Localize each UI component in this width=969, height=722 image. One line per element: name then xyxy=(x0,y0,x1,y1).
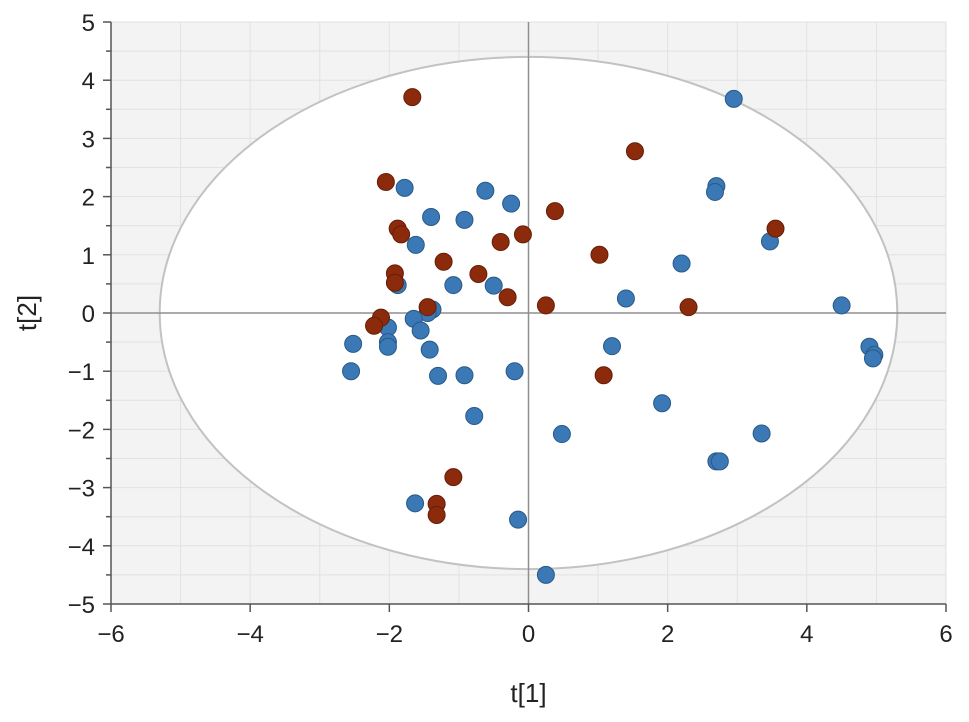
data-point xyxy=(422,207,441,226)
x-tick-label: −6 xyxy=(97,621,124,648)
data-point xyxy=(429,366,448,385)
x-tick-label: −2 xyxy=(376,621,403,648)
data-point xyxy=(625,142,644,161)
y-tick-label: −2 xyxy=(68,417,95,444)
data-point xyxy=(498,288,517,307)
data-point xyxy=(444,276,463,295)
y-tick-label: −4 xyxy=(68,534,95,561)
data-point xyxy=(344,334,363,353)
data-point xyxy=(766,219,785,238)
data-point xyxy=(603,337,621,356)
data-point xyxy=(491,232,510,251)
data-point xyxy=(653,394,672,413)
series-2 xyxy=(365,88,785,524)
x-tick-label: 2 xyxy=(661,621,674,648)
data-point xyxy=(378,337,397,356)
data-point xyxy=(752,424,771,443)
x-tick-label: −4 xyxy=(236,621,263,648)
data-point xyxy=(469,265,488,284)
x-tick-label: 4 xyxy=(800,621,813,648)
data-point xyxy=(616,289,635,308)
data-point xyxy=(420,340,439,359)
data-point xyxy=(832,296,851,315)
y-tick-label: 4 xyxy=(82,68,95,95)
y-tick-label: −5 xyxy=(68,592,95,619)
data-point xyxy=(476,181,495,200)
x-tick-label: 6 xyxy=(939,621,952,648)
data-point xyxy=(536,296,555,315)
data-point xyxy=(392,225,411,244)
data-point xyxy=(418,298,437,317)
x-tick-label: 0 xyxy=(522,621,535,648)
data-point xyxy=(509,510,528,529)
data-point xyxy=(406,235,425,254)
x-axis-label: t[1] xyxy=(510,678,546,708)
data-point xyxy=(590,245,609,264)
y-axis-label: t[2] xyxy=(12,295,42,331)
data-point xyxy=(455,210,474,229)
data-point xyxy=(710,452,729,471)
data-point xyxy=(455,366,474,385)
y-tick-label: −1 xyxy=(68,359,95,386)
data-point xyxy=(705,182,724,201)
data-point xyxy=(365,316,384,335)
data-point xyxy=(724,89,743,108)
y-tick-label: −3 xyxy=(68,476,95,503)
data-point xyxy=(502,194,521,213)
data-point xyxy=(444,468,463,487)
data-point xyxy=(672,254,691,273)
y-tick-label: 5 xyxy=(82,10,95,37)
data-point xyxy=(545,202,564,221)
data-point xyxy=(484,276,503,295)
data-point xyxy=(427,505,446,524)
data-point xyxy=(536,565,555,584)
y-tick-label: 0 xyxy=(82,301,95,328)
data-point xyxy=(863,349,882,368)
tick-labels: −6 −4 −2 0 2 4 6 −5 −4 −3 −2 −1 0 1 2 3 4 5 xyxy=(68,10,953,648)
data-point xyxy=(434,252,453,271)
data-point xyxy=(513,225,532,244)
data-point xyxy=(395,178,414,197)
data-points xyxy=(342,88,884,584)
data-point xyxy=(411,321,430,340)
data-point xyxy=(406,494,425,513)
zero-lines xyxy=(111,22,946,604)
data-point xyxy=(376,173,395,192)
data-point xyxy=(594,366,613,385)
data-point xyxy=(385,273,404,292)
y-tick-label: 1 xyxy=(82,243,95,270)
data-point xyxy=(465,407,484,426)
series-1 xyxy=(342,89,884,584)
data-point xyxy=(403,88,422,107)
y-tick-label: 2 xyxy=(82,185,95,212)
data-point xyxy=(552,425,571,444)
data-point xyxy=(679,298,698,317)
y-tick-label: 3 xyxy=(82,126,95,153)
data-point xyxy=(505,362,524,381)
data-point xyxy=(342,362,361,381)
